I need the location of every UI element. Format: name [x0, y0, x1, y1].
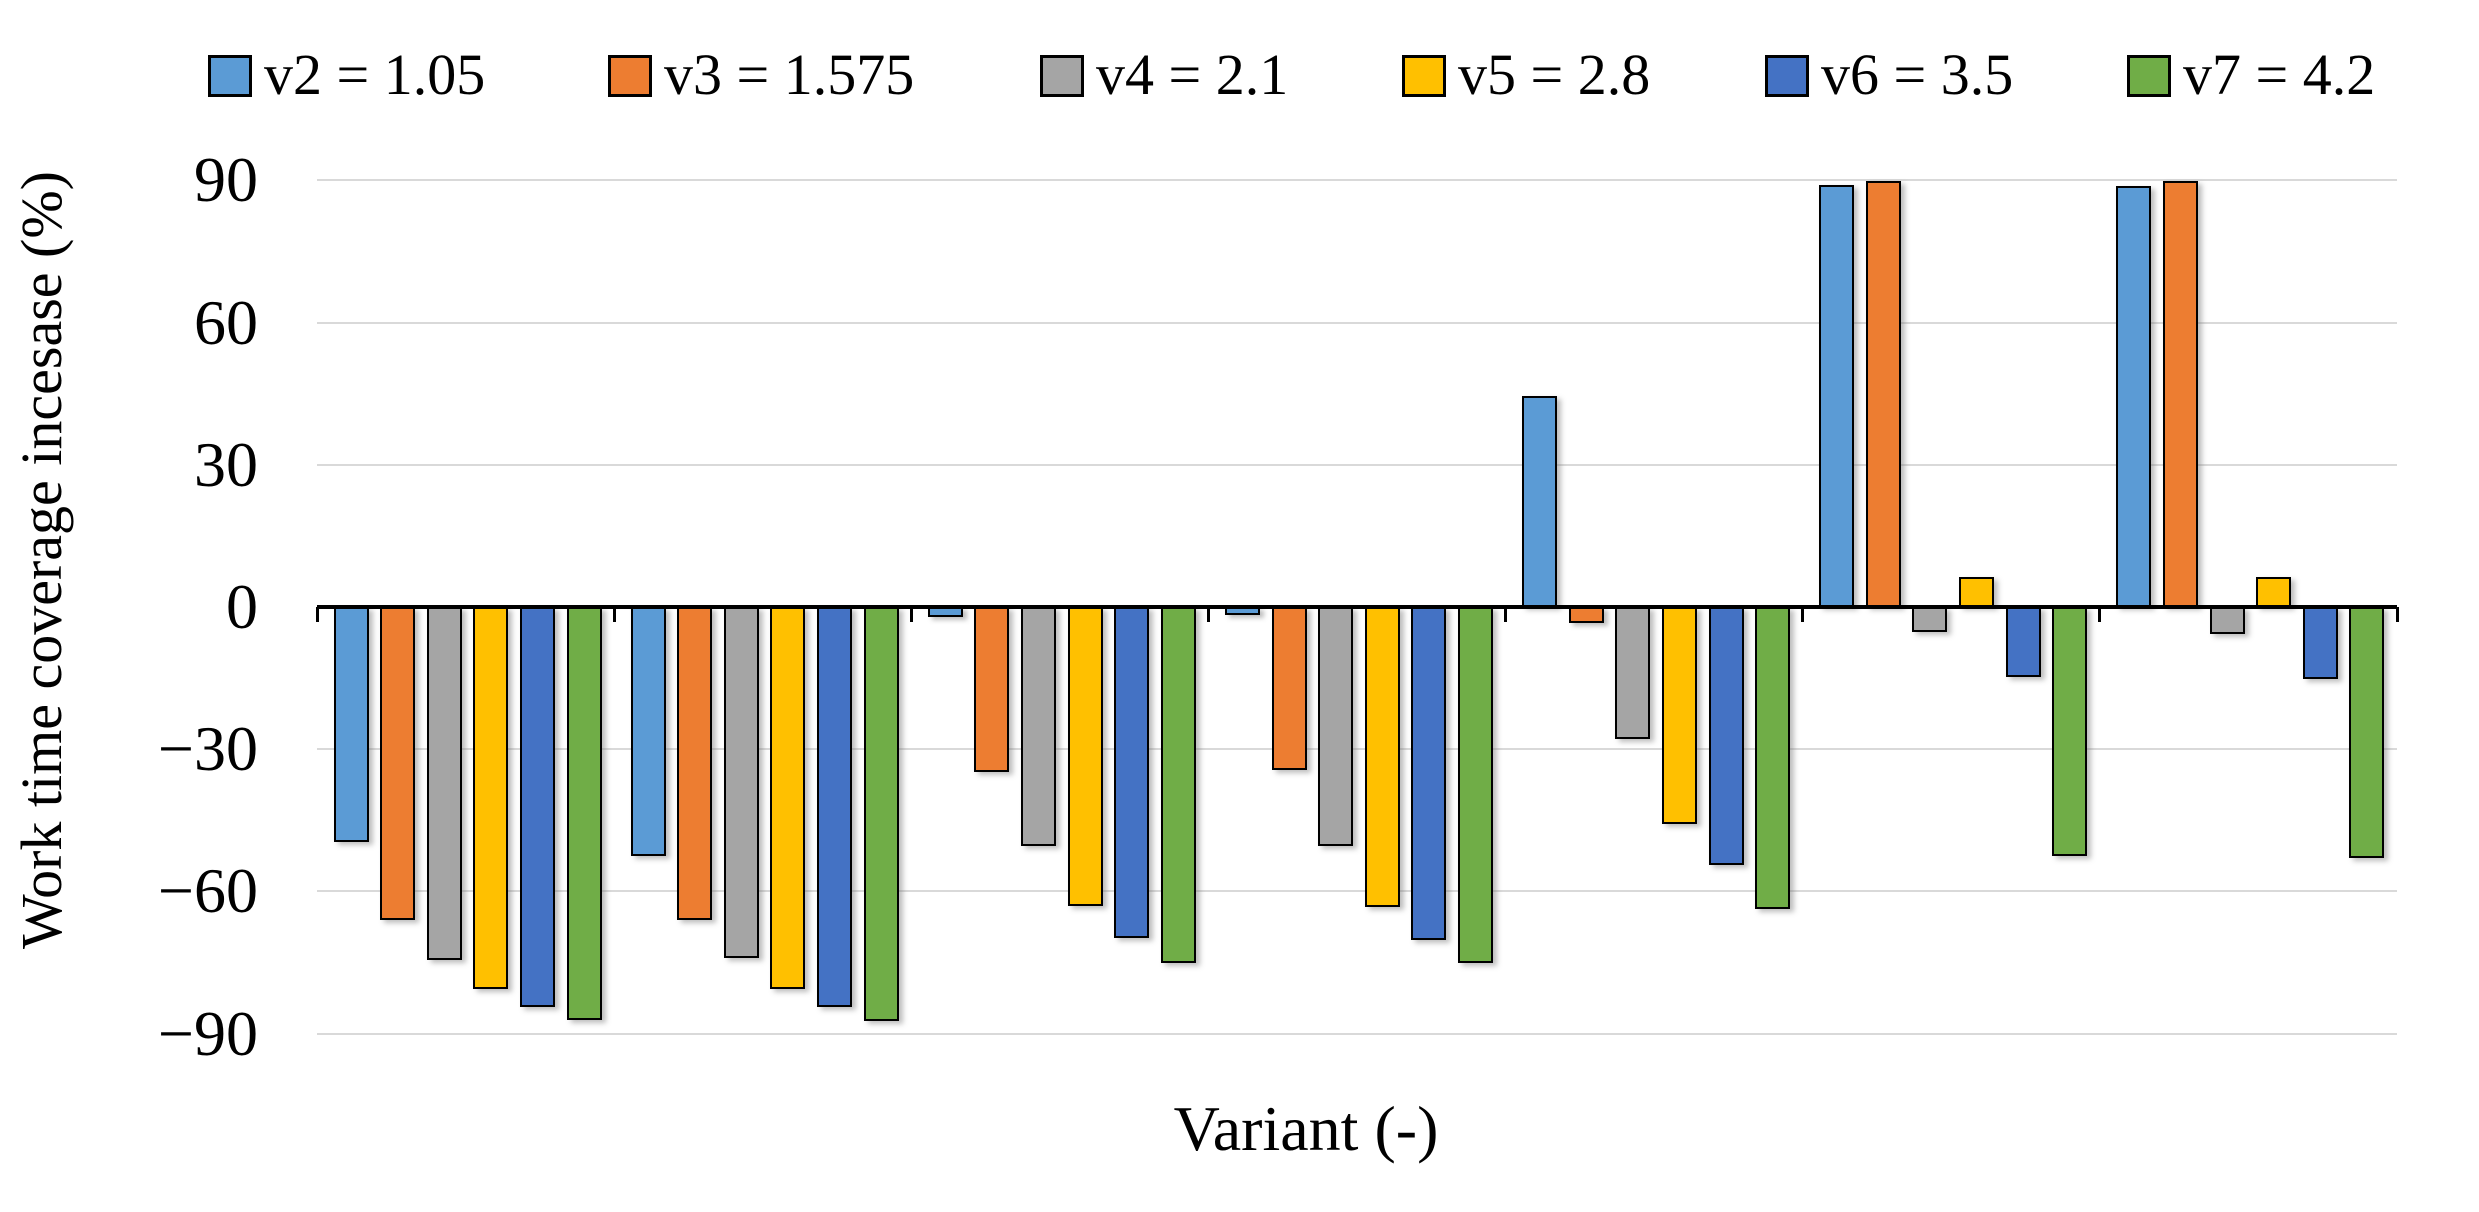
bar [1568, 607, 1604, 624]
x-axis-tick [2395, 607, 2399, 622]
legend-label: v4 = 2.1 [1096, 42, 1289, 107]
y-gridline [317, 890, 2397, 893]
x-axis-tick [315, 607, 319, 622]
x-axis-tick [1504, 607, 1508, 622]
bar [2302, 607, 2338, 679]
legend-swatch-5 [1402, 55, 1446, 97]
bar [1067, 607, 1103, 906]
x-axis-title: Variant (-) [1173, 1093, 1439, 1164]
bar [426, 607, 462, 960]
x-axis-tick [1206, 607, 1210, 622]
y-gridline [317, 321, 2397, 324]
legend-label: v7 = 4.2 [2183, 42, 2376, 107]
bar [2256, 576, 2292, 607]
bar [1114, 607, 1150, 939]
legend-label: v6 = 3.5 [1821, 42, 2014, 107]
bar [1271, 607, 1307, 770]
bar [1411, 607, 1447, 940]
bar [1755, 607, 1791, 909]
bar [380, 607, 416, 920]
bar [519, 607, 555, 1008]
y-gridline [317, 463, 2397, 466]
y-gridline [317, 1032, 2397, 1035]
legend-label: v2 = 1.05 [264, 42, 486, 107]
bar [333, 607, 369, 842]
x-axis-line [317, 605, 2397, 609]
chart-legend: v2 = 1.05 v3 = 1.575 v4 = 2.1 v5 = 2.8 v6 = … [0, 0, 2479, 120]
y-gridline [317, 748, 2397, 751]
bar [1959, 576, 1994, 607]
bar [1708, 607, 1744, 866]
x-axis-tick [1801, 607, 1805, 622]
bar [974, 607, 1010, 773]
legend-swatch-6 [1765, 55, 1809, 97]
legend-swatch-2 [208, 55, 252, 97]
y-tick-label: 0 [226, 571, 258, 642]
y-tick-label: −60 [157, 855, 258, 927]
x-axis-tick [2098, 607, 2102, 622]
bar [2005, 607, 2041, 678]
bar [630, 607, 666, 857]
legend-swatch-7 [2127, 55, 2171, 97]
y-tick-label: −90 [157, 997, 258, 1069]
x-axis-tick [612, 607, 616, 622]
bar [1615, 607, 1651, 739]
y-tick-label: 30 [194, 428, 258, 500]
y-tick-label: 60 [194, 286, 258, 358]
bar [566, 607, 602, 1020]
bar [723, 607, 759, 958]
bar [1160, 607, 1196, 963]
legend-label: v3 = 1.575 [664, 42, 915, 107]
legend-swatch-3 [608, 55, 652, 97]
y-tick-label: 90 [194, 144, 258, 216]
legend-label: v5 = 2.8 [1458, 42, 1651, 107]
y-tick-label: −30 [157, 713, 258, 785]
bar [2052, 607, 2088, 857]
bar [677, 607, 713, 920]
bar [1912, 607, 1948, 632]
bar [1364, 607, 1400, 907]
bar [2349, 607, 2385, 858]
bar [1522, 396, 1558, 607]
bar [1021, 607, 1056, 846]
bar [473, 607, 509, 990]
legend-swatch-4 [1040, 55, 1084, 97]
bar [817, 607, 852, 1008]
bar [1661, 607, 1697, 824]
bar [863, 607, 899, 1022]
x-axis-tick [909, 607, 913, 622]
bar [1318, 607, 1354, 847]
bar [1457, 607, 1493, 963]
bar [770, 607, 806, 990]
y-gridline [317, 179, 2397, 182]
bar [1865, 180, 1901, 607]
bar [2209, 607, 2245, 634]
bar [2116, 186, 2152, 607]
bar [1819, 184, 1855, 607]
bar [2163, 181, 2198, 607]
